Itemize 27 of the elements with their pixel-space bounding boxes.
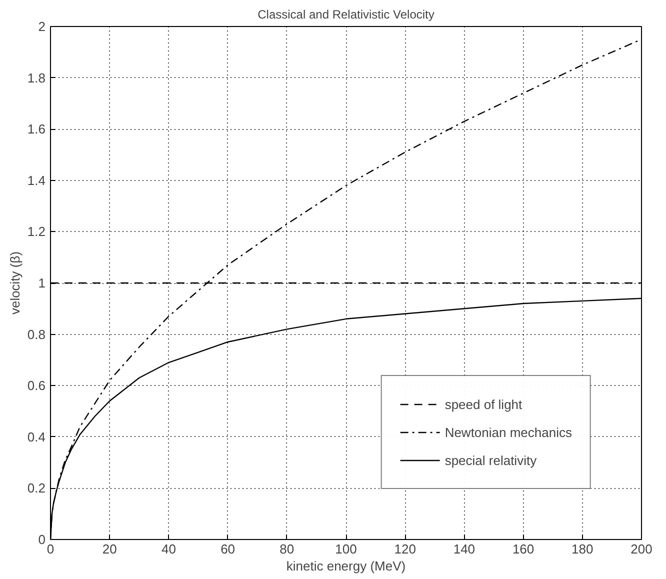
chart-title: Classical and Relativistic Velocity [258,8,434,22]
x-tick-label: 20 [102,542,117,556]
y-tick-label: 0.4 [27,429,46,444]
y-axis-title: velocity (β) [7,251,22,315]
legend-label: speed of light [444,396,522,412]
y-tick-label: 0 [38,532,46,547]
y-tick-label: 0.8 [27,326,46,342]
x-tick-label: 100 [335,542,357,556]
x-axis-title: kinetic energy (MeV) [286,558,406,574]
y-tick-label: 1 [38,276,46,290]
x-tick-label: 80 [280,542,294,556]
y-tick-label: 2 [38,19,46,34]
x-tick-label: 160 [512,542,534,556]
x-tick-label: 180 [572,542,594,556]
y-tick-label: 0.6 [27,378,46,394]
y-tick-label: 1.6 [27,122,46,137]
x-tick-label: 200 [630,542,652,556]
x-tick-label: 120 [394,542,416,556]
y-tick-label: 1.4 [27,172,46,188]
x-tick-label: 60 [220,542,236,556]
x-tick-label: 140 [453,542,476,556]
x-tick-label: 40 [161,542,176,556]
y-tick-label: 1.2 [27,224,46,240]
y-tick-label: 1.8 [27,70,46,86]
legend-label: Newtonian mechanics [444,424,572,440]
legend-label: special relativity [444,452,537,468]
y-tick-label: 0.2 [27,480,46,496]
